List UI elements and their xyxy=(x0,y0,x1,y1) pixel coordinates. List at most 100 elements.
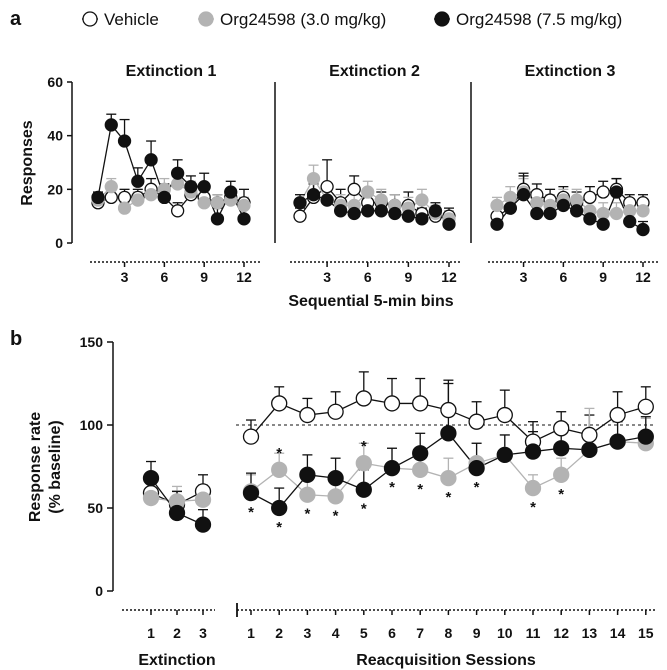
data-point xyxy=(496,446,513,464)
data-point xyxy=(327,403,344,420)
data-point xyxy=(383,460,401,477)
data-point xyxy=(117,134,132,148)
data-point xyxy=(104,179,118,194)
a-x-tick-label: 6 xyxy=(559,269,567,285)
data-point xyxy=(609,206,624,221)
data-point xyxy=(271,461,288,478)
b-y-tick-label: 50 xyxy=(87,500,103,516)
b-x-tick-label: 5 xyxy=(360,625,368,641)
data-point xyxy=(355,455,372,472)
data-point xyxy=(104,118,118,132)
a-x-tick-label: 12 xyxy=(635,269,651,285)
b-x-tick-label: 11 xyxy=(526,625,541,641)
b-x-tick-label: 9 xyxy=(473,625,481,641)
a-x-axis-label: Sequential 5-min bins xyxy=(288,293,453,310)
data-point xyxy=(197,179,211,194)
data-point xyxy=(347,182,361,196)
data-point xyxy=(440,401,457,419)
data-point xyxy=(556,198,571,213)
subplot-title: Extinction 3 xyxy=(525,63,616,80)
panel-a-letter: a xyxy=(10,8,22,30)
significance-star: * xyxy=(361,438,367,455)
b-x-tick-label: 3 xyxy=(304,625,312,641)
data-point xyxy=(524,443,542,460)
data-point xyxy=(117,201,132,215)
data-point xyxy=(388,206,402,221)
data-point xyxy=(327,488,344,505)
a-x-tick-label: 3 xyxy=(121,269,129,285)
data-point xyxy=(194,491,212,508)
b-y-axis-label: (% baseline) xyxy=(47,420,64,513)
b-x-tick-label: 15 xyxy=(638,625,654,641)
data-point xyxy=(496,406,513,424)
data-point xyxy=(609,433,626,450)
a-y-tick-label: 0 xyxy=(55,235,63,251)
data-point xyxy=(293,196,307,210)
significance-star: * xyxy=(333,507,339,524)
b-x-tick-label: 12 xyxy=(553,625,569,641)
b-x-tick-label: 8 xyxy=(445,625,453,641)
significance-star: * xyxy=(417,481,423,498)
data-point xyxy=(131,193,145,207)
data-point xyxy=(401,209,416,223)
b-x-tick-label: 4 xyxy=(332,625,340,641)
data-point xyxy=(440,425,457,442)
data-point xyxy=(131,174,145,188)
a-x-tick-label: 12 xyxy=(236,269,252,285)
a-y-tick-label: 20 xyxy=(47,181,63,197)
data-point xyxy=(333,204,348,218)
data-point xyxy=(271,499,288,517)
a-x-tick-label: 6 xyxy=(364,269,372,285)
data-point xyxy=(530,206,544,221)
b-y-tick-label: 0 xyxy=(95,583,103,599)
data-point xyxy=(583,212,597,226)
subplot-title: Extinction 1 xyxy=(126,63,217,80)
data-point xyxy=(144,188,158,202)
b-x-label-extinction: Extinction xyxy=(138,652,215,669)
legend-marker xyxy=(82,11,98,27)
data-point xyxy=(569,204,584,218)
b-x-tick-label: 6 xyxy=(388,625,396,641)
data-point xyxy=(412,445,429,462)
data-point xyxy=(194,516,212,533)
data-point xyxy=(210,196,225,210)
significance-star: * xyxy=(474,479,480,496)
data-point xyxy=(142,469,160,487)
data-point xyxy=(320,193,334,207)
data-point xyxy=(636,204,650,218)
data-point xyxy=(609,406,626,424)
data-point xyxy=(516,188,531,202)
a-x-tick-label: 6 xyxy=(160,269,168,285)
a-x-tick-label: 9 xyxy=(404,269,412,285)
data-point xyxy=(306,188,321,202)
legend-label: Org24598 (3.0 mg/kg) xyxy=(220,10,386,29)
a-y-tick-label: 40 xyxy=(47,128,63,144)
b-x-tick-label: 10 xyxy=(497,625,513,641)
data-point xyxy=(583,190,597,205)
data-point xyxy=(596,185,610,199)
data-point xyxy=(293,209,307,223)
a-y-tick-label: 60 xyxy=(47,74,63,90)
data-point xyxy=(468,460,485,477)
data-point xyxy=(361,204,375,218)
data-point xyxy=(347,206,361,221)
data-point xyxy=(242,428,260,445)
data-point xyxy=(299,466,316,483)
significance-star: * xyxy=(276,445,282,462)
data-point xyxy=(237,212,251,226)
data-point xyxy=(374,204,388,218)
data-point xyxy=(524,479,542,497)
data-point xyxy=(355,390,372,407)
data-point xyxy=(468,413,485,430)
data-point xyxy=(442,217,456,231)
b-x-tick-label: 3 xyxy=(199,625,207,641)
data-point xyxy=(637,398,654,415)
a-x-tick-label: 3 xyxy=(520,269,528,285)
b-x-tick-label: 1 xyxy=(147,625,155,641)
data-point xyxy=(553,440,570,457)
data-point xyxy=(543,206,557,221)
b-y-axis-label: Response rate xyxy=(27,412,44,522)
a-x-tick-label: 9 xyxy=(599,269,607,285)
data-point xyxy=(596,217,610,231)
